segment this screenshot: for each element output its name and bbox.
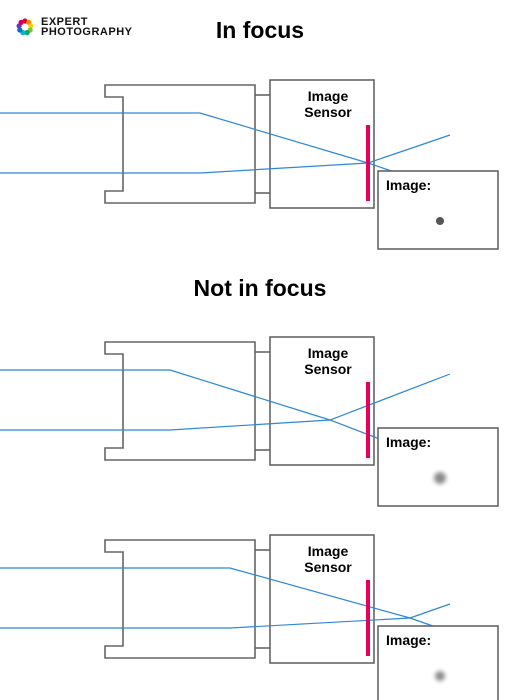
panel-blur-before-svg [0, 312, 520, 512]
lens-outline [105, 540, 255, 658]
panel-blur-after-svg [0, 510, 520, 700]
light-ray-top [0, 568, 450, 632]
sensor-label-line2: Sensor [304, 104, 351, 120]
lens-outline [105, 85, 255, 203]
image-preview-label: Image: [386, 632, 431, 648]
sensor-label: ImageSensor [288, 88, 368, 120]
light-ray-bottom [0, 604, 450, 628]
panel-focus-svg [0, 55, 520, 255]
image-preview-label: Image: [386, 177, 431, 193]
light-ray-bottom [0, 135, 450, 173]
title-not-in-focus: Not in focus [0, 275, 520, 302]
sensor-label: ImageSensor [288, 543, 368, 575]
sensor-label-line2: Sensor [304, 559, 351, 575]
panel-blur-after: ImageSensor Image: [0, 510, 520, 700]
image-dot [436, 217, 444, 225]
sensor-label: ImageSensor [288, 345, 368, 377]
title-in-focus: In focus [0, 17, 520, 44]
sensor-label-line1: Image [308, 345, 348, 361]
panel-focus: ImageSensor Image: [0, 55, 520, 255]
sensor-label-line2: Sensor [304, 361, 351, 377]
sensor-label-line1: Image [308, 543, 348, 559]
panel-blur-before: ImageSensor Image: [0, 312, 520, 512]
image-dot [435, 671, 445, 681]
sensor-label-line1: Image [308, 88, 348, 104]
lens-outline [105, 342, 255, 460]
image-preview-label: Image: [386, 434, 431, 450]
image-dot [434, 472, 446, 484]
light-ray-bottom [0, 374, 450, 430]
